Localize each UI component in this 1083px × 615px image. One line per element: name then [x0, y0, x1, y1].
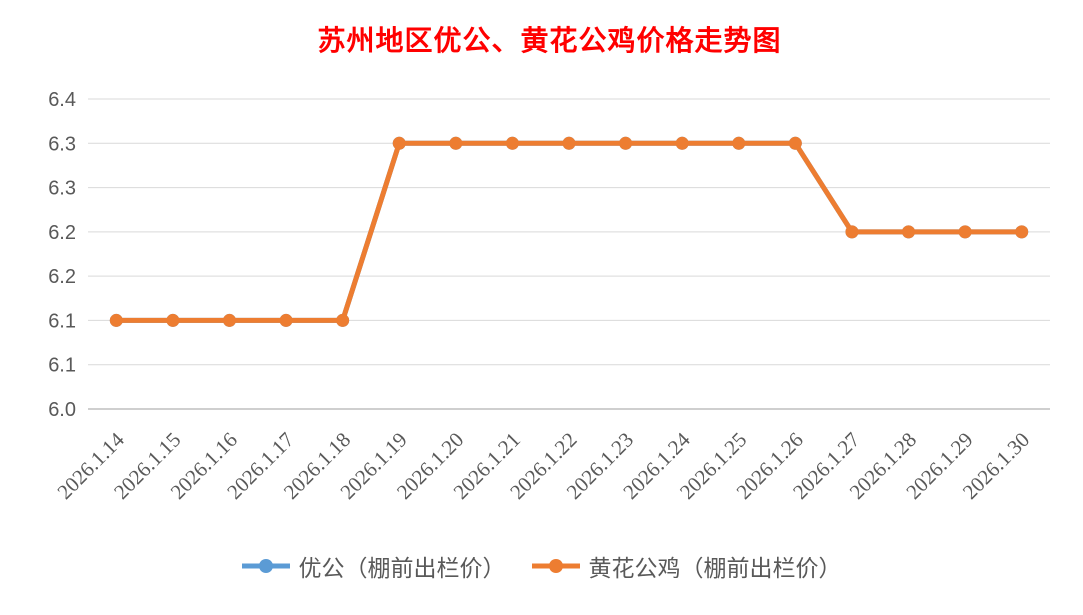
legend-marker-circle	[548, 559, 563, 573]
data-point-marker-huanghua	[619, 136, 633, 150]
data-point-marker-huanghua	[1015, 225, 1029, 239]
legend-marker-circle	[258, 559, 273, 573]
legend-swatch-line-marker	[241, 559, 290, 573]
y-axis-tick-label: 6.4	[48, 89, 76, 111]
data-point-marker-huanghua	[222, 313, 236, 327]
data-point-marker-huanghua	[958, 225, 972, 239]
legend-label: 黄花公鸡（棚前出栏价）	[588, 556, 842, 581]
data-point-marker-huanghua	[675, 136, 689, 150]
y-axis-tick-label: 6.1	[48, 310, 76, 332]
data-point-marker-huanghua	[902, 225, 916, 239]
chart-title[interactable]: 苏州地区优公、黄花公鸡价格走势图	[317, 26, 782, 57]
legend-swatch-line-marker	[531, 559, 580, 573]
data-point-marker-huanghua	[562, 136, 576, 150]
data-point-marker-huanghua	[279, 313, 293, 327]
data-point-marker-huanghua	[392, 136, 406, 150]
y-axis-tick-label: 6.2	[48, 266, 76, 288]
legend-item-yougong[interactable]: 优公（棚前出栏价）	[241, 549, 506, 583]
data-point-marker-huanghua	[336, 313, 350, 327]
chart-legend: 优公（棚前出栏价） 黄花公鸡（棚前出栏价）	[0, 548, 1083, 584]
data-point-marker-huanghua	[845, 225, 859, 239]
plot-area[interactable]: 6.46.36.36.26.26.16.16.02026.1.142026.1.…	[0, 0, 1083, 545]
y-axis-tick-label: 6.3	[48, 133, 76, 155]
y-axis-tick-label: 6.1	[48, 355, 76, 377]
y-axis-tick-label: 6.2	[48, 222, 76, 244]
data-point-marker-huanghua	[109, 313, 123, 327]
data-point-marker-huanghua	[166, 313, 180, 327]
data-point-marker-huanghua	[449, 136, 463, 150]
legend-label: 优公（棚前出栏价）	[298, 556, 506, 581]
legend-item-huanghua[interactable]: 黄花公鸡（棚前出栏价）	[531, 549, 842, 583]
y-axis-tick-label: 6.3	[48, 178, 76, 200]
data-point-marker-huanghua	[505, 136, 519, 150]
data-point-marker-huanghua	[732, 136, 746, 150]
data-point-marker-huanghua	[788, 136, 802, 150]
y-axis-tick-label: 6.0	[48, 399, 76, 421]
